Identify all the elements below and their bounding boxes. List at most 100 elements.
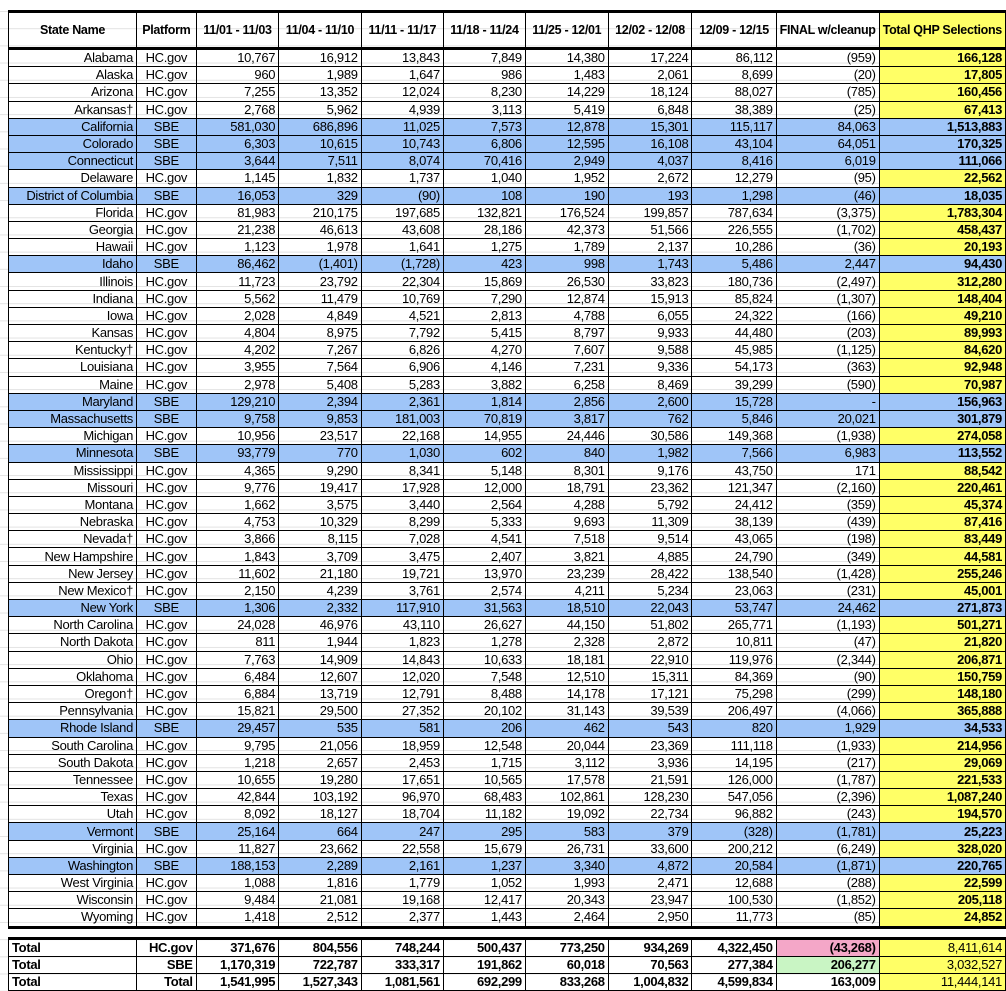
cell-w2[interactable]: 2,289: [278, 856, 362, 876]
cell-state[interactable]: Georgia: [7, 220, 138, 240]
cell-w2[interactable]: 2,394: [278, 392, 362, 411]
cell-w7[interactable]: 10,286: [691, 238, 777, 257]
cell-total[interactable]: 92,948: [878, 358, 1006, 377]
cell-w3[interactable]: 6,826: [360, 341, 444, 360]
cell-w3[interactable]: 17,928: [360, 478, 444, 497]
cell-w4[interactable]: 13,970: [442, 564, 526, 583]
cell-total[interactable]: 25,223: [878, 822, 1006, 841]
cell-w5[interactable]: 14,229: [524, 83, 609, 102]
total-cell-w7[interactable]: 4,599,834: [691, 972, 777, 991]
cell-w1[interactable]: 4,804: [195, 323, 280, 343]
cell-w6[interactable]: 39,539: [607, 702, 693, 721]
cell-w2[interactable]: 210,175: [278, 203, 362, 222]
cell-w5[interactable]: 20,044: [524, 736, 609, 755]
cell-w7[interactable]: 547,056: [691, 788, 777, 807]
cell-w5[interactable]: 4,211: [524, 581, 609, 601]
cell-w6[interactable]: 23,362: [607, 478, 693, 497]
cell-w1[interactable]: 3,644: [195, 152, 280, 171]
cell-platform[interactable]: HC.gov: [136, 564, 197, 583]
cell-final[interactable]: (1,125): [775, 341, 880, 360]
cell-state[interactable]: Maine: [7, 375, 138, 394]
cell-total[interactable]: 458,437: [878, 220, 1006, 240]
cell-state[interactable]: Oklahoma: [7, 667, 138, 686]
cell-w3[interactable]: 12,020: [360, 667, 444, 686]
total-cell-platform[interactable]: HC.gov: [136, 937, 197, 957]
total-cell-w2[interactable]: 804,556: [278, 937, 362, 957]
cell-platform[interactable]: HC.gov: [136, 495, 197, 515]
cell-state[interactable]: Montana: [7, 495, 138, 515]
cell-total[interactable]: 21,820: [878, 633, 1006, 652]
cell-w6[interactable]: 5,792: [607, 495, 693, 515]
cell-w6[interactable]: 11,309: [607, 513, 693, 532]
cell-w6[interactable]: 9,176: [607, 461, 693, 480]
cell-w2[interactable]: 3,709: [278, 547, 362, 566]
cell-w7[interactable]: 200,212: [691, 839, 777, 858]
cell-w6[interactable]: 21,591: [607, 770, 693, 790]
cell-total[interactable]: 111,066: [878, 152, 1006, 171]
cell-w6[interactable]: 22,043: [607, 598, 693, 618]
cell-w4[interactable]: 15,679: [442, 839, 526, 858]
cell-final[interactable]: (1,787): [775, 770, 880, 790]
cell-w3[interactable]: 8,341: [360, 461, 444, 480]
cell-w3[interactable]: 7,028: [360, 530, 444, 549]
cell-w5[interactable]: 44,150: [524, 616, 609, 635]
cell-w3[interactable]: 1,737: [360, 169, 444, 188]
cell-w7[interactable]: 115,117: [691, 117, 777, 136]
cell-w7[interactable]: 119,976: [691, 650, 777, 669]
cell-w1[interactable]: 811: [195, 633, 280, 652]
cell-w2[interactable]: 19,280: [278, 770, 362, 790]
cell-w3[interactable]: 22,304: [360, 272, 444, 291]
cell-w1[interactable]: 2,978: [195, 375, 280, 394]
cell-w4[interactable]: 4,146: [442, 358, 526, 377]
total-cell-w2[interactable]: 1,527,343: [278, 972, 362, 991]
cell-w1[interactable]: 581,030: [195, 117, 280, 136]
cell-w2[interactable]: 12,607: [278, 667, 362, 686]
cell-w7[interactable]: 23,063: [691, 581, 777, 601]
cell-w6[interactable]: 128,230: [607, 788, 693, 807]
cell-w5[interactable]: 18,181: [524, 650, 609, 669]
cell-w5[interactable]: 102,861: [524, 788, 609, 807]
cell-total[interactable]: 1,513,883: [878, 117, 1006, 136]
cell-final[interactable]: (2,344): [775, 650, 880, 669]
column-header-w2[interactable]: 11/04 - 11/10: [278, 10, 362, 50]
cell-w5[interactable]: 5,419: [524, 100, 609, 119]
cell-w2[interactable]: 3,575: [278, 495, 362, 515]
cell-total[interactable]: 45,374: [878, 495, 1006, 515]
cell-w7[interactable]: 44,480: [691, 323, 777, 343]
cell-w6[interactable]: 23,369: [607, 736, 693, 755]
cell-total[interactable]: 214,956: [878, 736, 1006, 755]
cell-w2[interactable]: 8,115: [278, 530, 362, 549]
cell-state[interactable]: Idaho: [7, 255, 138, 274]
total-cell-w5[interactable]: 773,250: [524, 937, 609, 957]
cell-w4[interactable]: 28,186: [442, 220, 526, 240]
cell-w6[interactable]: 6,055: [607, 306, 693, 326]
cell-total[interactable]: 148,180: [878, 684, 1006, 704]
cell-state[interactable]: Utah: [7, 805, 138, 824]
cell-w5[interactable]: 3,340: [524, 856, 609, 876]
cell-w3[interactable]: 6,906: [360, 358, 444, 377]
cell-w5[interactable]: 26,731: [524, 839, 609, 858]
cell-w7[interactable]: 24,412: [691, 495, 777, 515]
cell-w1[interactable]: 81,983: [195, 203, 280, 222]
cell-w3[interactable]: 19,168: [360, 891, 444, 910]
cell-w6[interactable]: 4,885: [607, 547, 693, 566]
cell-w6[interactable]: 379: [607, 822, 693, 841]
cell-w7[interactable]: 38,139: [691, 513, 777, 532]
total-cell-w4[interactable]: 692,299: [442, 972, 526, 991]
cell-final[interactable]: (1,938): [775, 427, 880, 446]
cell-platform[interactable]: SBE: [136, 409, 197, 429]
cell-final[interactable]: (590): [775, 375, 880, 394]
cell-w5[interactable]: 24,446: [524, 427, 609, 446]
total-cell-w1[interactable]: 371,676: [195, 937, 280, 957]
cell-w1[interactable]: 29,457: [195, 719, 280, 738]
cell-w4[interactable]: 12,548: [442, 736, 526, 755]
cell-state[interactable]: Washington: [7, 856, 138, 876]
cell-w1[interactable]: 24,028: [195, 616, 280, 635]
cell-final[interactable]: 84,063: [775, 117, 880, 136]
cell-final[interactable]: 6,019: [775, 152, 880, 171]
cell-platform[interactable]: HC.gov: [136, 341, 197, 360]
cell-w6[interactable]: 33,600: [607, 839, 693, 858]
cell-w3[interactable]: 19,721: [360, 564, 444, 583]
cell-w7[interactable]: 7,566: [691, 444, 777, 463]
cell-final[interactable]: (2,497): [775, 272, 880, 291]
